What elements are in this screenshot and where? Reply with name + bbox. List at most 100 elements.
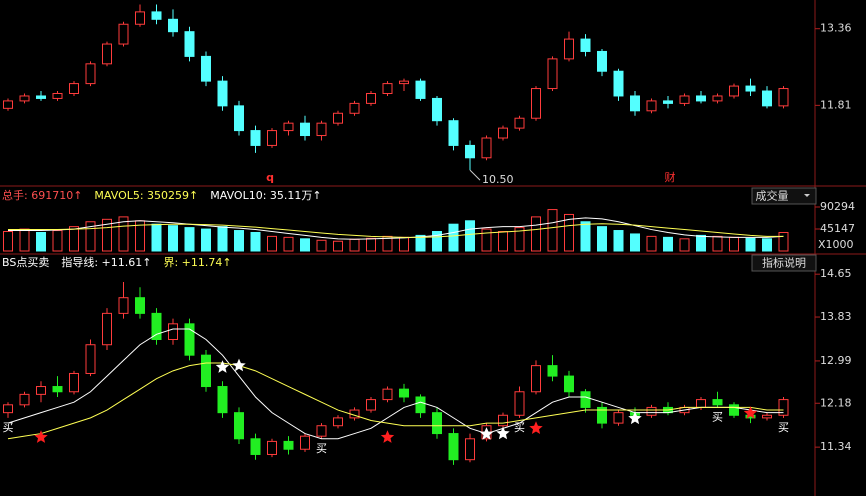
volume-bar [745,237,756,252]
volume-bar [762,238,772,252]
volume-bar [465,220,475,252]
candle-body [250,130,261,146]
button-label[interactable]: 成交量 [756,189,789,203]
candle-body [663,100,673,104]
candle-body [745,85,756,92]
volume-bar [729,236,739,252]
star [479,427,494,440]
candle-body [613,412,624,424]
candle-body [415,396,426,414]
volume-bar [531,216,541,252]
line [8,223,784,238]
candle-body [85,63,96,85]
volume-bar [250,231,261,252]
candle-body [201,55,211,82]
volume-bar [168,225,178,252]
candle-body [498,127,508,139]
volume-bar [696,234,706,252]
y-tick-label: 14.65 [820,267,852,280]
volume-bar [448,223,459,252]
candle-body [118,23,129,45]
candle-body [201,354,211,388]
button[interactable] [751,254,817,272]
candle-body [399,80,409,85]
buy-signal: 买 [3,421,14,434]
candle-body [217,386,228,414]
volume-bar [69,226,79,252]
candle-body [69,83,79,94]
candle-body [514,117,525,129]
candle-body [267,130,277,146]
button-label[interactable]: 指标说明 [762,256,806,270]
candle-body [19,95,30,102]
legend-entry: 界: +11.74↑ [163,256,231,269]
candle-body [217,80,228,107]
annotation: 10.50 [482,173,514,186]
candle-body [415,80,426,99]
candle-body [168,18,178,33]
volume-bar [712,235,723,252]
candle-body [85,344,96,374]
buy-signal: 买 [316,442,327,455]
star [628,411,642,425]
buy-signal: 买 [514,421,525,434]
y-tick-label: 11.34 [820,440,852,453]
volume-bar [333,240,343,252]
candle-body [118,297,129,314]
candle-body [778,88,789,107]
candle-body [151,11,162,20]
candle-body [333,417,343,427]
candle-body [399,388,409,398]
volume-bar [316,239,327,252]
candle-body [564,375,574,393]
volume-bar [234,230,244,252]
marker: 财 [665,170,676,184]
candle-body [36,386,46,395]
candle-body [729,404,739,416]
candle-body [498,414,508,427]
volume-bar [778,231,789,252]
volume-bar [613,230,624,252]
candle-body [316,425,327,437]
candle-body [465,438,475,461]
candle-body [3,404,13,414]
y-tick-label: 45147 [820,222,855,235]
candle-body [547,365,558,377]
candle-body [102,43,112,65]
candle-body [267,440,277,455]
candle-body [135,11,145,25]
candle-body [712,399,723,406]
volume-bar [267,235,277,252]
candle-body [283,122,294,132]
candle-body [250,438,261,455]
candle-body [382,388,393,401]
candle-body [184,323,195,356]
volume-bar [85,221,96,252]
candle-body [630,95,640,112]
button[interactable] [751,187,817,205]
star [496,426,510,440]
candle-body [696,95,706,102]
y-tick-label: 90294 [820,200,855,213]
candle-body [597,406,607,424]
candle-body [168,323,178,341]
star [215,360,230,373]
volume-bar [118,216,129,252]
candle-body [597,50,607,72]
star [743,406,758,419]
volume-bar [184,227,195,252]
y-tick-label: 12.18 [820,396,852,409]
volume-bar [300,238,310,252]
volume-bar [283,236,294,252]
candle-body [712,95,723,102]
volume-bar [151,223,162,252]
candle-body [696,399,706,408]
volume-bar [481,228,492,252]
candle-body [762,90,772,107]
volume-bar [564,213,574,252]
candle-body [531,88,541,119]
y-tick-label: 13.83 [820,310,852,323]
volume-bar [547,209,558,252]
